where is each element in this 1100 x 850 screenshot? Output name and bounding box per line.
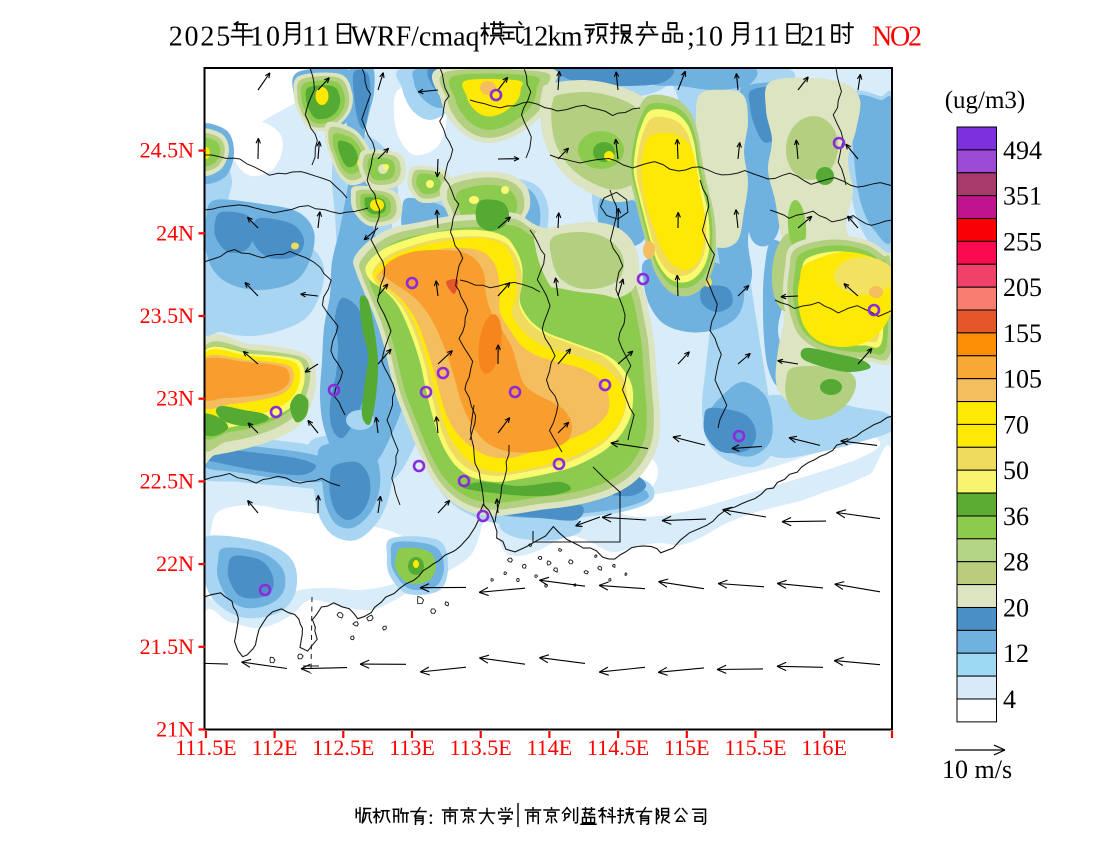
svg-text:11: 11	[302, 22, 330, 53]
svg-text:22N: 22N	[156, 551, 194, 576]
svg-text:255: 255	[1003, 227, 1042, 256]
svg-text:105: 105	[1003, 365, 1042, 394]
svg-text:115.5E: 115.5E	[724, 735, 786, 760]
svg-text:494: 494	[1003, 136, 1042, 165]
svg-text:10 m/s: 10 m/s	[942, 755, 1012, 784]
svg-text:;: ;	[687, 22, 695, 53]
svg-text:205: 205	[1003, 273, 1042, 302]
svg-text:20: 20	[1003, 593, 1029, 622]
svg-text:12km: 12km	[521, 22, 583, 53]
svg-text:NO2: NO2	[872, 22, 922, 53]
svg-text:113E: 113E	[389, 735, 435, 760]
svg-text:111.5E: 111.5E	[175, 735, 236, 760]
svg-text:70: 70	[1003, 410, 1029, 439]
svg-text:10: 10	[694, 22, 723, 53]
svg-text:22.5N: 22.5N	[140, 468, 195, 493]
svg-text:23.5N: 23.5N	[140, 303, 195, 328]
svg-text:WRF/cmaq: WRF/cmaq	[351, 22, 480, 53]
svg-text:21N: 21N	[156, 717, 194, 742]
svg-text:113.5E: 113.5E	[450, 735, 512, 760]
svg-text:114E: 114E	[527, 735, 573, 760]
svg-text:112.5E: 112.5E	[312, 735, 374, 760]
svg-text:50: 50	[1003, 456, 1029, 485]
svg-text:112E: 112E	[252, 735, 298, 760]
svg-text:24N: 24N	[156, 220, 194, 245]
svg-text::: :	[428, 805, 439, 829]
svg-text:21.5N: 21.5N	[140, 634, 195, 659]
svg-text:(ug/m3): (ug/m3)	[945, 87, 1026, 114]
svg-text:11: 11	[753, 22, 780, 53]
svg-text:28: 28	[1003, 548, 1029, 577]
svg-text:21: 21	[800, 22, 827, 53]
svg-text:24.5N: 24.5N	[140, 138, 195, 163]
svg-text:114.5E: 114.5E	[587, 735, 649, 760]
svg-text:116E: 116E	[801, 735, 847, 760]
svg-text:2025: 2025	[169, 22, 231, 53]
svg-text:36: 36	[1003, 502, 1029, 531]
svg-text:155: 155	[1003, 319, 1042, 348]
svg-text:4: 4	[1003, 685, 1016, 714]
svg-text:351: 351	[1003, 182, 1042, 211]
svg-text:115E: 115E	[664, 735, 710, 760]
svg-text:12: 12	[1003, 639, 1029, 668]
svg-text:23N: 23N	[156, 386, 194, 411]
